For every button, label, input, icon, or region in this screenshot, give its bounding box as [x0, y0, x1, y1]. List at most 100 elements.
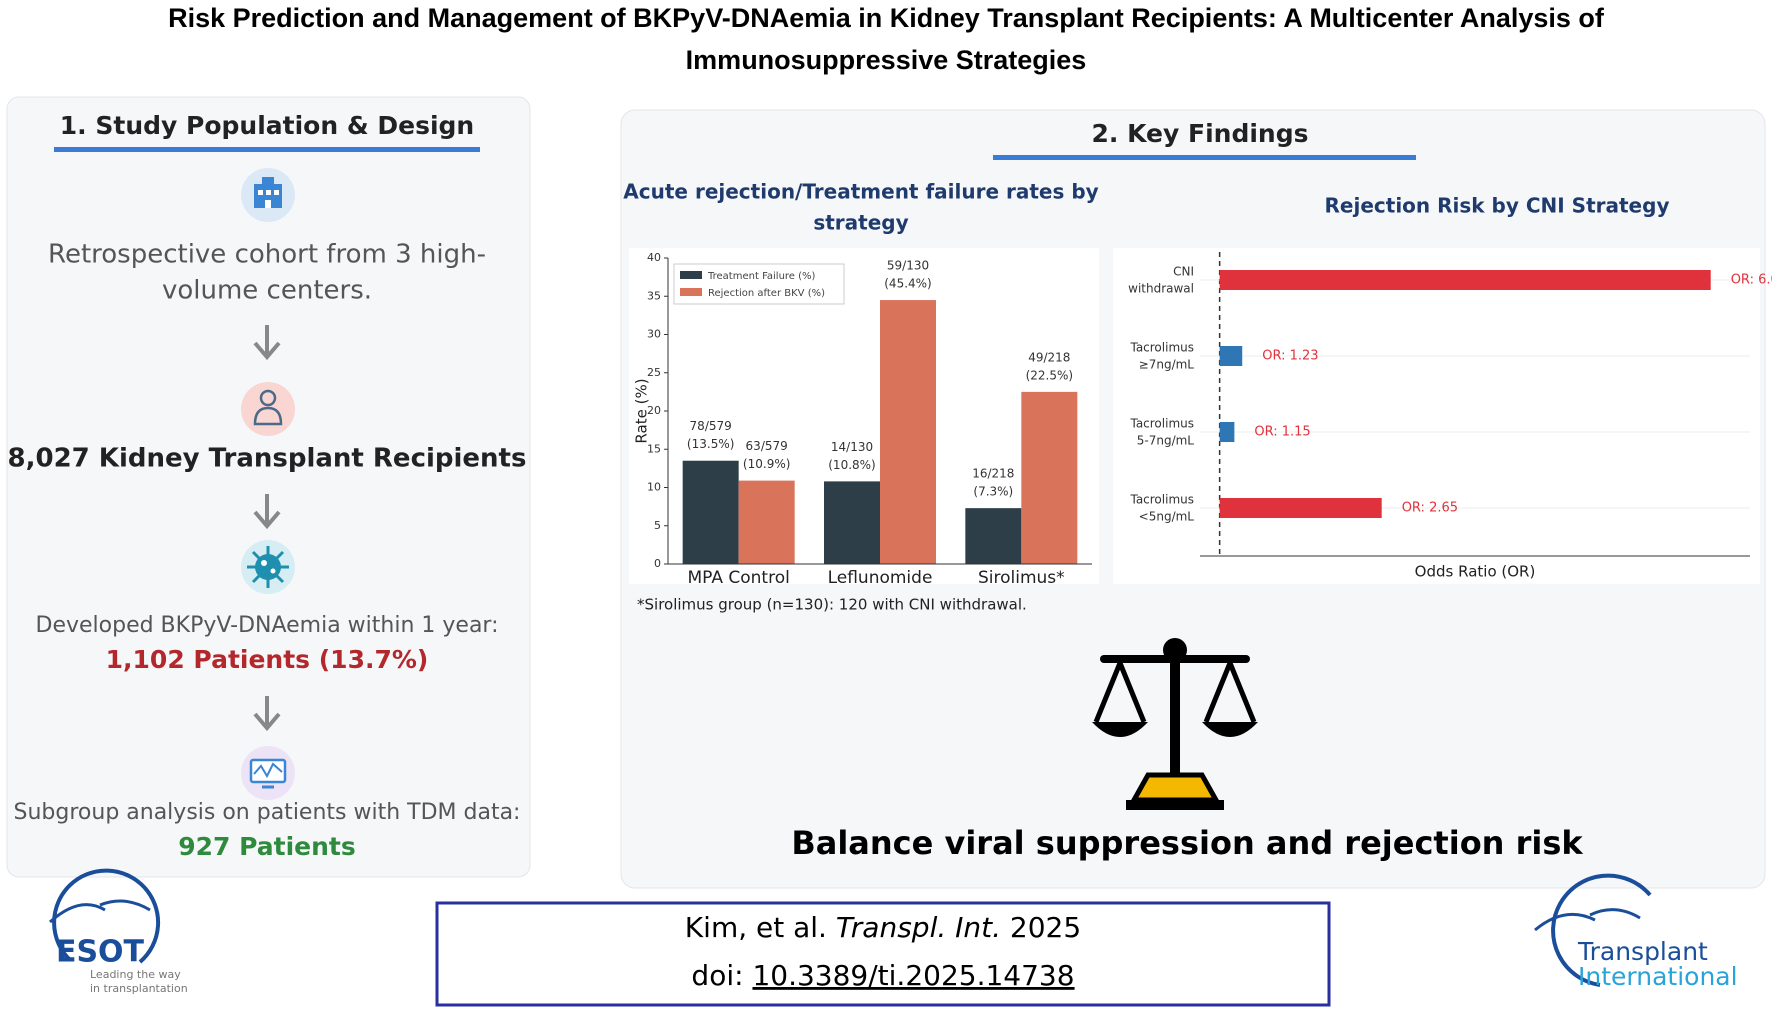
- bar-annotation: 16/218: [972, 467, 1014, 481]
- bar-annotation: 49/218: [1028, 350, 1070, 364]
- y-tick-label: 25: [647, 366, 661, 379]
- developed-count: 1,102 Patients (13.7%): [106, 645, 429, 674]
- or-bar: [1219, 498, 1382, 518]
- virus-icon: [241, 540, 295, 594]
- citation-box: [435, 901, 1331, 1007]
- row-label: ≥7ng/mL: [1139, 358, 1195, 372]
- footnote: *Sirolimus group (n=130): 120 with CNI w…: [637, 596, 1027, 614]
- y-tick-label: 0: [654, 557, 661, 570]
- panel-heading: 2. Key Findings: [1092, 119, 1309, 148]
- legend-label: Rejection after BKV (%): [708, 288, 825, 299]
- x-tick-label: Sirolimus*: [978, 568, 1065, 588]
- or-label: OR: 1.15: [1254, 425, 1310, 440]
- forest-chart: Rejection Risk by CNI Strategy CNI withdra…: [1128, 194, 1772, 581]
- doi-line: doi: 10.3389/ti.2025.14738: [691, 959, 1074, 992]
- or-label: OR: 2.65: [1402, 501, 1458, 516]
- hospital-icon: [241, 168, 295, 222]
- bar: [738, 480, 795, 564]
- bar-annotation: (10.8%): [828, 458, 875, 472]
- bar-annotation: (13.5%): [687, 437, 734, 451]
- bar-annotation: 78/579: [690, 419, 732, 433]
- bar: [1021, 391, 1078, 564]
- row-label: 5-7ng/mL: [1137, 434, 1195, 448]
- y-axis-label: Rate (%): [633, 378, 651, 443]
- chart-title: Acute rejection/Treatment failure rates …: [623, 180, 1098, 204]
- ti-logo: Transplant International: [1534, 873, 1738, 991]
- row-label: Tacrolimus: [1129, 341, 1194, 355]
- logo-word: Transplant: [1577, 937, 1708, 966]
- year: 2025: [1001, 911, 1081, 944]
- or-label: OR: 6.00: [1731, 273, 1772, 288]
- bar: [965, 508, 1022, 564]
- logo-tagline: Leading the way: [90, 968, 181, 981]
- bar: [824, 481, 880, 564]
- panel-study: [6, 96, 531, 878]
- subgroup-count: 927 Patients: [178, 832, 356, 861]
- bar-chart: Acute rejection/Treatment failure rates …: [623, 180, 1098, 614]
- title-line: Immunosuppressive Strategies: [686, 45, 1087, 75]
- bar-annotation: 63/579: [746, 439, 788, 453]
- y-tick-label: 15: [647, 442, 661, 455]
- conclusion: Balance viral suppression and rejection …: [791, 824, 1583, 862]
- chart-title: strategy: [813, 211, 908, 235]
- or-bar: [1219, 346, 1243, 366]
- flow-arrow: [253, 325, 281, 361]
- y-tick-label: 30: [647, 328, 661, 341]
- monitor-icon: [241, 746, 295, 800]
- legend-label: Treatment Failure (%): [707, 271, 816, 282]
- legend-swatch: [680, 288, 702, 296]
- logo-tagline: in transplantation: [90, 982, 188, 995]
- bar-annotation: (10.9%): [743, 457, 790, 471]
- title-line: Risk Prediction and Management of BKPyV-…: [168, 3, 1605, 33]
- doi-link[interactable]: 10.3389/ti.2025.14738: [752, 959, 1074, 992]
- logo-word: International: [1578, 962, 1738, 991]
- bar: [682, 460, 739, 564]
- legend-swatch: [680, 271, 702, 279]
- or-bar: [1219, 422, 1235, 442]
- subgroup-text: Subgroup analysis on patients with TDM d…: [14, 800, 521, 825]
- journal: Transpl. Int.: [836, 911, 1001, 944]
- row-label: <5ng/mL: [1139, 510, 1195, 524]
- x-axis-label: Odds Ratio (OR): [1415, 563, 1536, 581]
- or-bar: [1219, 270, 1711, 290]
- y-tick-label: 35: [647, 289, 661, 302]
- forest-chart-area: [1113, 248, 1760, 584]
- row-label: withdrawal: [1128, 282, 1194, 296]
- recipients-text: 8,027 Kidney Transplant Recipients: [8, 444, 527, 474]
- authors: Kim, et al.: [685, 911, 836, 944]
- or-label: OR: 1.23: [1262, 349, 1318, 364]
- panel-heading: 1. Study Population & Design: [60, 111, 474, 140]
- balance-icon: [1092, 638, 1258, 810]
- cohort-text: Retrospective cohort from 3 high-: [48, 240, 486, 270]
- y-tick-label: 40: [647, 251, 661, 264]
- bar-annotation: (45.4%): [884, 277, 931, 291]
- chart-title: Rejection Risk by CNI Strategy: [1325, 194, 1670, 218]
- cohort-text: volume centers.: [162, 276, 372, 306]
- bar-annotation: 14/130: [831, 440, 873, 454]
- bar-annotation: (22.5%): [1026, 368, 1073, 382]
- bar: [880, 300, 936, 564]
- heading-underline: [54, 147, 480, 152]
- developed-text: Developed BKPyV-DNAemia within 1 year:: [36, 613, 499, 638]
- esot-logo: ESOT Leading the way in transplantation: [48, 868, 188, 995]
- x-tick-label: Leflunomide: [828, 568, 933, 588]
- bar-annotation: (7.3%): [973, 485, 1013, 499]
- y-tick-label: 10: [647, 481, 661, 494]
- row-label: Tacrolimus: [1129, 417, 1194, 431]
- doi-prefix: doi:: [691, 959, 752, 992]
- x-tick-label: MPA Control: [688, 568, 790, 588]
- flow-arrow: [253, 696, 281, 732]
- row-label: Tacrolimus: [1129, 493, 1194, 507]
- heading-underline: [993, 155, 1416, 160]
- row-label: CNI: [1173, 265, 1194, 279]
- y-tick-label: 5: [654, 519, 661, 532]
- citation: Kim, et al. Transpl. Int. 2025: [685, 911, 1081, 944]
- y-tick-label: 20: [647, 404, 661, 417]
- legend-box: [673, 263, 845, 305]
- patient-icon: [241, 382, 295, 436]
- logo-name: ESOT: [56, 935, 145, 970]
- bar-annotation: 59/130: [887, 259, 929, 273]
- flow-arrow: [253, 494, 281, 530]
